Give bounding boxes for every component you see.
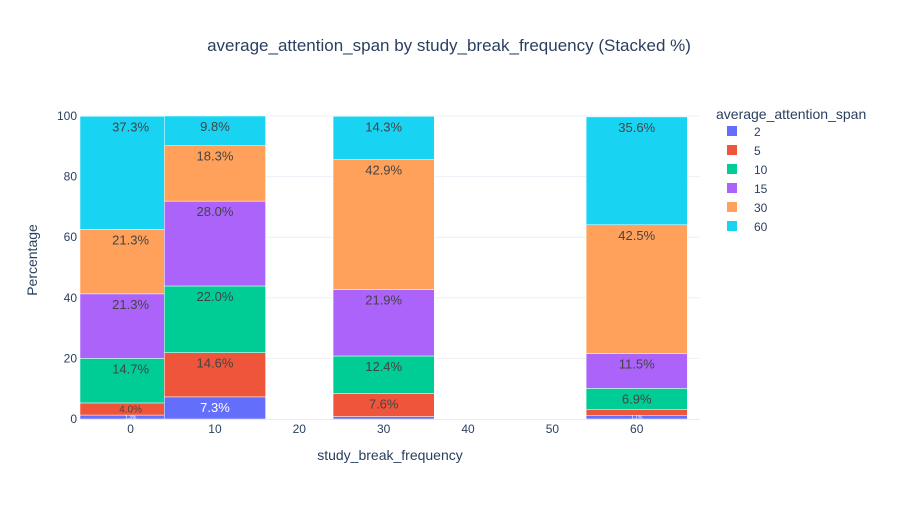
- bar-data-label: 14.3%: [365, 119, 402, 134]
- bar-data-label: 14.7%: [112, 361, 149, 376]
- x-tick-label: 10: [208, 422, 222, 436]
- chart-title: average_attention_span by study_break_fr…: [207, 36, 691, 55]
- legend-swatch-10[interactable]: [727, 164, 737, 174]
- bar-data-label: 21.3%: [112, 297, 149, 312]
- x-tick-label: 40: [461, 422, 475, 436]
- legend-item-label[interactable]: 60: [754, 220, 768, 234]
- y-tick-label: 0: [70, 412, 77, 426]
- bar-data-label: 22.0%: [197, 289, 234, 304]
- bar-data-label: 11.5%: [619, 357, 655, 372]
- bar-data-label: 7.3%: [200, 400, 230, 415]
- x-axis-title: study_break_frequency: [317, 447, 463, 463]
- bar-segment-15[interactable]: [164, 200, 266, 287]
- legend[interactable]: average_attention_span 2 5 10 15 30 60: [716, 106, 866, 234]
- bar-segment-10[interactable]: [164, 285, 266, 353]
- legend-swatch-30[interactable]: [727, 202, 737, 212]
- y-tick-label: 40: [64, 291, 78, 305]
- bar-segment-60[interactable]: [585, 116, 688, 226]
- bar-data-label: 7.6%: [369, 397, 399, 412]
- legend-swatch-60[interactable]: [727, 221, 737, 231]
- bar-data-label: 35.6%: [618, 120, 655, 135]
- bar-segment-15[interactable]: [332, 289, 435, 357]
- legend-item-label[interactable]: 15: [754, 182, 768, 196]
- bar-data-label: 1.1%: [631, 415, 643, 421]
- x-tick-label: 50: [546, 422, 560, 436]
- legend-swatch-5[interactable]: [727, 145, 737, 155]
- legend-item-label[interactable]: 10: [754, 163, 768, 177]
- bar-segment-60[interactable]: [332, 116, 435, 160]
- x-tick-label: 30: [377, 422, 391, 436]
- bar-segment-30[interactable]: [585, 224, 688, 354]
- bar-data-label: 6.9%: [622, 391, 652, 406]
- legend-swatch-2[interactable]: [727, 126, 737, 136]
- bar-segment-2[interactable]: [332, 416, 435, 420]
- bar-data-label: 37.3%: [112, 119, 149, 134]
- x-tick-label: 20: [293, 422, 307, 436]
- y-tick-label: 80: [64, 170, 78, 184]
- bar-segment-15[interactable]: [585, 353, 688, 389]
- bar-data-label: 14.6%: [197, 356, 234, 371]
- bar-data-label: 18.3%: [197, 149, 234, 164]
- bars: [79, 115, 688, 420]
- bar-data-label: 42.9%: [365, 163, 402, 178]
- bar-data-label: 21.3%: [112, 232, 149, 247]
- legend-swatch-15[interactable]: [727, 183, 737, 193]
- bar-data-label: 9.8%: [200, 119, 230, 134]
- bar-segment-60[interactable]: [164, 115, 266, 146]
- bar-segment-5[interactable]: [164, 352, 266, 398]
- y-tick-label: 60: [64, 230, 78, 244]
- x-tick-label: 0: [127, 422, 134, 436]
- y-tick-label: 20: [64, 351, 78, 365]
- legend-item-label[interactable]: 2: [754, 125, 761, 139]
- legend-item-label[interactable]: 5: [754, 144, 761, 158]
- bar-data-label: 21.9%: [365, 293, 402, 308]
- bar-data-label: 4.0%: [119, 405, 142, 416]
- legend-item-label[interactable]: 30: [754, 201, 768, 215]
- y-axis-title: Percentage: [24, 224, 40, 296]
- y-tick-label: 100: [57, 109, 77, 123]
- x-tick-label: 60: [630, 422, 644, 436]
- bar-data-label: 12.4%: [365, 359, 402, 374]
- bar-data-label: 1.3%: [125, 415, 137, 421]
- bar-segment-30[interactable]: [332, 159, 435, 290]
- bar-labels: 1.3%4.0% 14.7% 21.3% 21.3% 37.3% 7.3% 14.6% 22.…: [112, 119, 655, 421]
- axes: 0 20 40 60 80 100 0 10 20 30 40 50 60: [57, 109, 700, 436]
- bar-data-label: 28.0%: [197, 204, 234, 219]
- legend-title: average_attention_span: [716, 106, 866, 122]
- bar-data-label: 42.5%: [618, 228, 655, 243]
